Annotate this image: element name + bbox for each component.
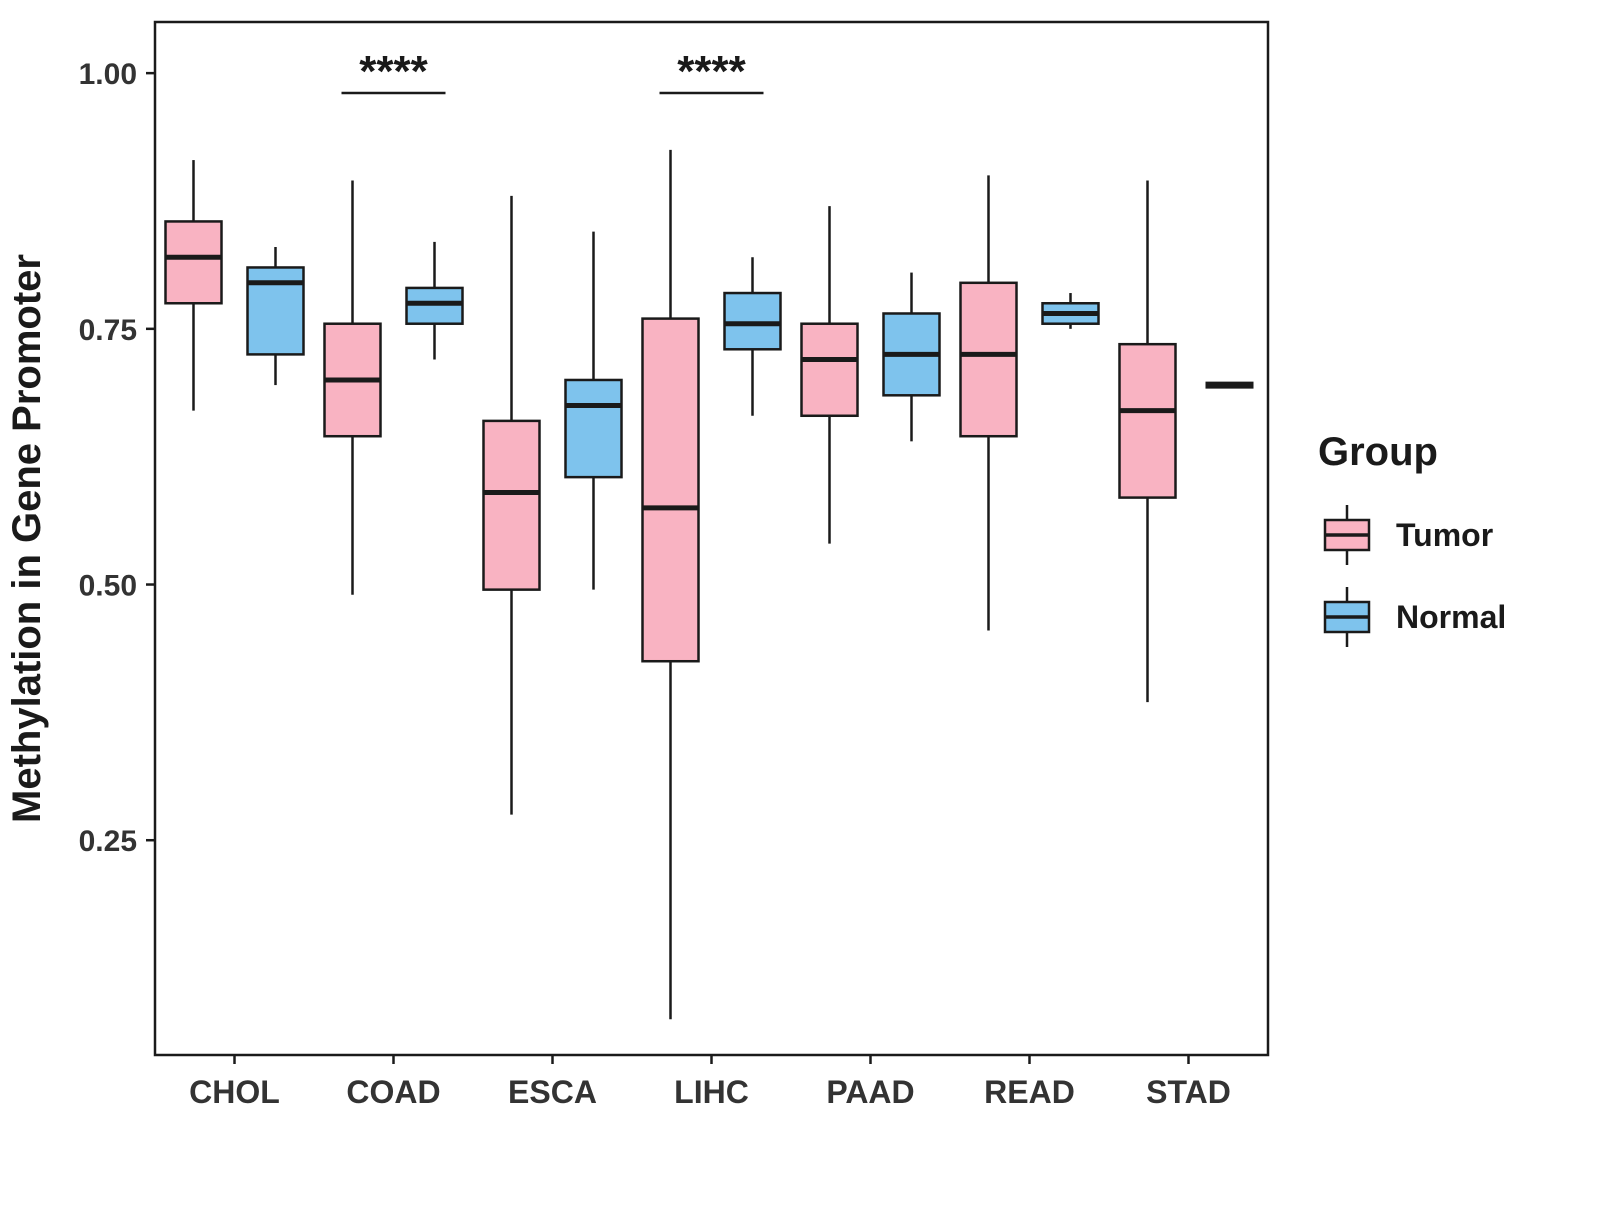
x-category-label: LIHC [674, 1074, 749, 1110]
iqr-box [959, 281, 1018, 438]
iqr-box [405, 286, 464, 325]
box-READ-Tumor [959, 175, 1018, 631]
tumor-boxplot-key-icon [1323, 505, 1371, 565]
x-category-label: PAAD [826, 1074, 914, 1110]
iqr-box [564, 378, 623, 479]
box-CHOL-Tumor [164, 160, 223, 411]
box-LIHC-Normal [723, 257, 782, 416]
box-PAAD-Tumor [800, 206, 859, 544]
iqr-box [641, 317, 700, 663]
legend-label-tumor: Tumor [1396, 516, 1494, 553]
x-category-label: ESCA [508, 1074, 597, 1110]
x-category-label: COAD [346, 1074, 440, 1110]
iqr-box [723, 291, 782, 351]
legend-label-normal: Normal [1396, 598, 1507, 635]
normal-boxplot-key-icon [1323, 587, 1371, 647]
legend-item-normal: Normal [1318, 583, 1506, 651]
box-LIHC-Tumor [641, 149, 700, 1020]
iqr-box [1118, 342, 1177, 499]
y-tick-label: 1.00 [79, 58, 137, 91]
iqr-box [482, 419, 541, 591]
box-COAD-Tumor [323, 180, 382, 595]
y-tick-label: 0.75 [79, 314, 137, 347]
legend-item-tumor: Tumor [1318, 501, 1506, 569]
box-ESCA-Normal [564, 231, 623, 590]
box-PAAD-Normal [882, 272, 941, 442]
box-COAD-Normal [405, 241, 464, 360]
box-READ-Normal [1041, 293, 1100, 329]
x-category-label: READ [984, 1074, 1075, 1110]
x-category-label: CHOL [189, 1074, 280, 1110]
iqr-box [800, 322, 859, 418]
box-CHOL-Normal [246, 247, 305, 386]
box-STAD-Tumor [1118, 180, 1177, 703]
significance-stars: **** [359, 47, 428, 96]
x-category-label: STAD [1146, 1074, 1231, 1110]
legend: Group Tumor Normal [1318, 430, 1506, 665]
legend-title: Group [1318, 430, 1438, 474]
y-tick-label: 0.25 [79, 825, 137, 858]
plot-border [153, 20, 1270, 1057]
iqr-box [164, 220, 223, 305]
y-axis-title: Methylation in Gene Promoter [5, 254, 49, 823]
y-tick-label: 0.50 [79, 570, 137, 603]
significance-stars: **** [677, 47, 746, 96]
box-ESCA-Tumor [482, 195, 541, 815]
